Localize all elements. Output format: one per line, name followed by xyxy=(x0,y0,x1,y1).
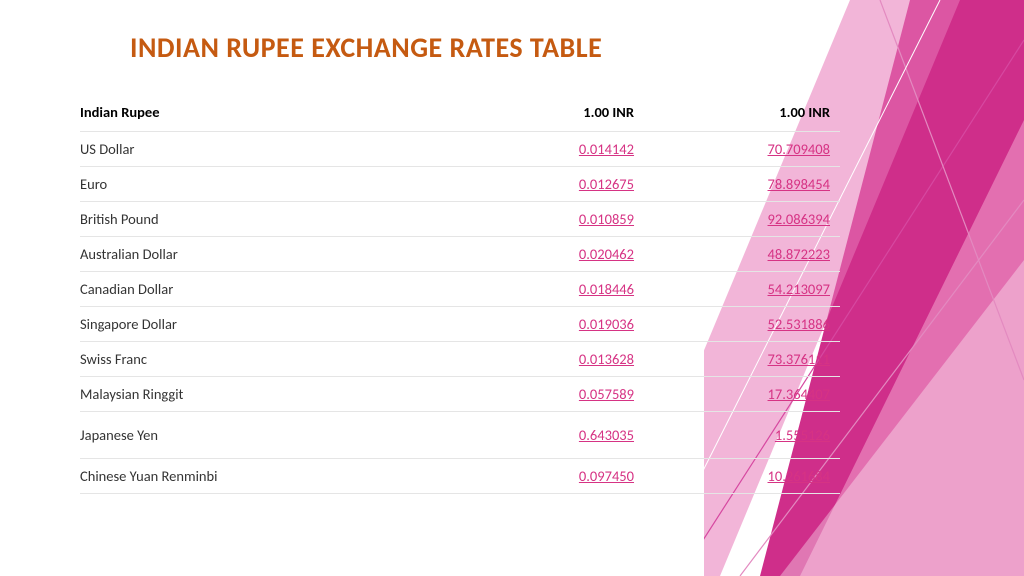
rate-link[interactable]: 70.709408 xyxy=(768,140,830,158)
rate-link[interactable]: 48.872223 xyxy=(768,245,830,263)
table-row: Japanese Yen 0.643035 1.555126 xyxy=(80,412,840,459)
page-title: INDIAN RUPEE EXCHANGE RATES TABLE xyxy=(80,30,840,65)
currency-name: British Pound xyxy=(80,202,468,237)
table-row: Australian Dollar 0.020462 48.872223 xyxy=(80,237,840,272)
rate-link[interactable]: 0.018446 xyxy=(579,280,634,298)
currency-name: Singapore Dollar xyxy=(80,307,468,342)
currency-name: Canadian Dollar xyxy=(80,272,468,307)
rate-cell: 73.376111 xyxy=(644,342,840,377)
table-row: Chinese Yuan Renminbi 0.097450 10.261684 xyxy=(80,459,840,494)
content-area: INDIAN RUPEE EXCHANGE RATES TABLE Indian… xyxy=(80,30,840,494)
table-header-row: Indian Rupee 1.00 INR 1.00 INR xyxy=(80,93,840,132)
rate-cell: 0.020462 xyxy=(468,237,644,272)
rate-cell: 1.555126 xyxy=(644,412,840,459)
table-row: Euro 0.012675 78.898454 xyxy=(80,167,840,202)
rate-cell: 0.013628 xyxy=(468,342,644,377)
rate-link[interactable]: 17.364407 xyxy=(768,385,830,403)
rate-cell: 0.014142 xyxy=(468,132,644,167)
table-row: Canadian Dollar 0.018446 54.213097 xyxy=(80,272,840,307)
rate-cell: 10.261684 xyxy=(644,459,840,494)
currency-name: Malaysian Ringgit xyxy=(80,377,468,412)
table-row: British Pound 0.010859 92.086394 xyxy=(80,202,840,237)
rate-link[interactable]: 0.014142 xyxy=(579,140,634,158)
table-row: Malaysian Ringgit 0.057589 17.364407 xyxy=(80,377,840,412)
rate-cell: 0.010859 xyxy=(468,202,644,237)
rate-cell: 54.213097 xyxy=(644,272,840,307)
exchange-rates-table: Indian Rupee 1.00 INR 1.00 INR US Dollar… xyxy=(80,93,840,494)
rate-link[interactable]: 10.261684 xyxy=(768,467,830,485)
table-row: Swiss Franc 0.013628 73.376111 xyxy=(80,342,840,377)
rate-link[interactable]: 0.013628 xyxy=(579,350,634,368)
rate-cell: 0.097450 xyxy=(468,459,644,494)
currency-name: Euro xyxy=(80,167,468,202)
currency-name: Chinese Yuan Renminbi xyxy=(80,459,468,494)
rate-link[interactable]: 54.213097 xyxy=(768,280,830,298)
rate-link[interactable]: 78.898454 xyxy=(768,175,830,193)
rate-link[interactable]: 0.057589 xyxy=(579,385,634,403)
table-row: US Dollar 0.014142 70.709408 xyxy=(80,132,840,167)
rate-cell: 48.872223 xyxy=(644,237,840,272)
rate-link[interactable]: 73.376111 xyxy=(768,350,830,368)
rate-link[interactable]: 0.019036 xyxy=(579,315,634,333)
rate-link[interactable]: 0.012675 xyxy=(579,175,634,193)
currency-name: Australian Dollar xyxy=(80,237,468,272)
col-header-currency: Indian Rupee xyxy=(80,93,468,132)
rate-cell: 0.057589 xyxy=(468,377,644,412)
rate-cell: 52.531886 xyxy=(644,307,840,342)
rate-cell: 78.898454 xyxy=(644,167,840,202)
rate-link[interactable]: 92.086394 xyxy=(768,210,830,228)
rate-cell: 0.012675 xyxy=(468,167,644,202)
rate-cell: 0.643035 xyxy=(468,412,644,459)
rate-cell: 0.019036 xyxy=(468,307,644,342)
table-body: US Dollar 0.014142 70.709408 Euro 0.012675 78… xyxy=(80,132,840,494)
rate-cell: 0.018446 xyxy=(468,272,644,307)
rate-cell: 92.086394 xyxy=(644,202,840,237)
currency-name: Japanese Yen xyxy=(80,412,468,459)
rate-link[interactable]: 52.531886 xyxy=(768,315,830,333)
col-header-rate1: 1.00 INR xyxy=(468,93,644,132)
rate-link[interactable]: 0.097450 xyxy=(579,467,634,485)
rate-link[interactable]: 0.010859 xyxy=(579,210,634,228)
rate-link[interactable]: 0.020462 xyxy=(579,245,634,263)
rate-cell: 70.709408 xyxy=(644,132,840,167)
currency-name: Swiss Franc xyxy=(80,342,468,377)
currency-name: US Dollar xyxy=(80,132,468,167)
col-header-rate2: 1.00 INR xyxy=(644,93,840,132)
rate-cell: 17.364407 xyxy=(644,377,840,412)
rate-link[interactable]: 1.555126 xyxy=(775,426,830,444)
slide: INDIAN RUPEE EXCHANGE RATES TABLE Indian… xyxy=(0,0,1024,576)
rate-link[interactable]: 0.643035 xyxy=(579,426,634,444)
table-row: Singapore Dollar 0.019036 52.531886 xyxy=(80,307,840,342)
